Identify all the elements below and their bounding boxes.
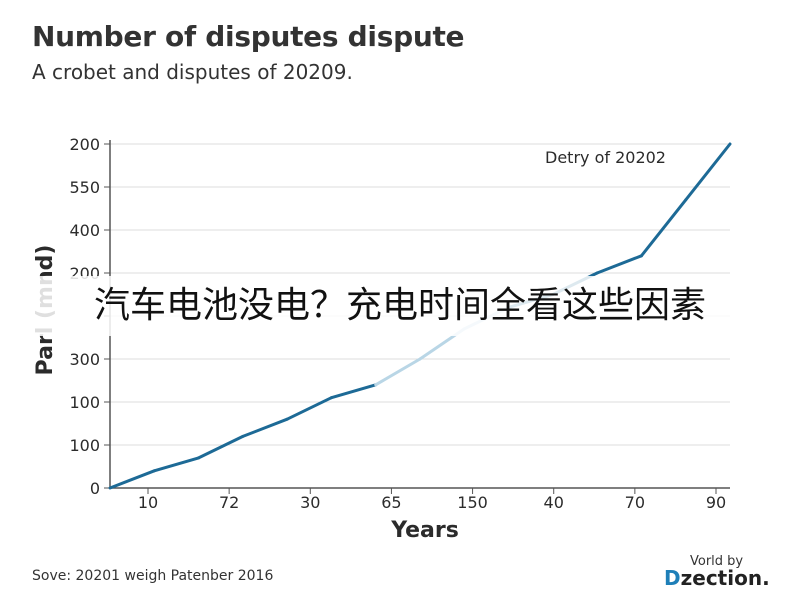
chart-subtitle: A crobet and disputes of 20209. <box>32 60 353 84</box>
series-segment <box>684 142 732 202</box>
y-tick-label: 300 <box>69 350 100 369</box>
brand-initial: D <box>664 566 681 590</box>
series-segment <box>152 456 201 473</box>
series-segment <box>329 383 378 400</box>
x-tick-label: 72 <box>219 493 239 512</box>
x-axis-label: Years <box>390 518 459 543</box>
x-tick-label: 150 <box>457 493 488 512</box>
annotation-label: Detry of 20202 <box>545 148 666 167</box>
series-segment <box>374 357 422 387</box>
series-segment <box>639 198 688 258</box>
x-tick-label: 90 <box>706 493 726 512</box>
brand-logo: Dzection. <box>664 566 770 590</box>
series-segment <box>285 396 333 421</box>
x-tick-label: 30 <box>300 493 320 512</box>
x-tick-label: 40 <box>544 493 564 512</box>
x-tick-label: 70 <box>625 493 645 512</box>
series-segment <box>241 417 289 438</box>
x-tick-label: 65 <box>381 493 401 512</box>
brand-name: zection. <box>680 566 770 590</box>
y-tick-label: 200 <box>69 135 100 154</box>
series-segment <box>197 434 245 460</box>
brand-tagline: Vorld by <box>690 554 744 569</box>
y-tick-label: 100 <box>69 393 100 412</box>
chart-title: Number of disputes dispute <box>32 20 465 53</box>
overlay-caption: 汽车电池没电？充电时间全看这些因素 <box>0 276 800 336</box>
y-tick-label: 400 <box>69 221 100 240</box>
source-note: Sove: 20201 weigh Patenber 2016 <box>32 568 274 584</box>
series-segment <box>108 469 156 490</box>
x-tick-label: 10 <box>138 493 158 512</box>
x-axis-ticks: 10 72 30 65 150 40 70 90 <box>138 488 726 512</box>
series-segment <box>595 254 643 275</box>
y-tick-label: 0 <box>90 479 100 498</box>
y-tick-label: 550 <box>69 178 100 197</box>
y-tick-label: 100 <box>69 436 100 455</box>
